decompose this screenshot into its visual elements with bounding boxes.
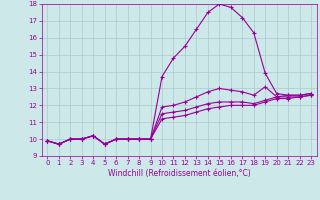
X-axis label: Windchill (Refroidissement éolien,°C): Windchill (Refroidissement éolien,°C) xyxy=(108,169,251,178)
